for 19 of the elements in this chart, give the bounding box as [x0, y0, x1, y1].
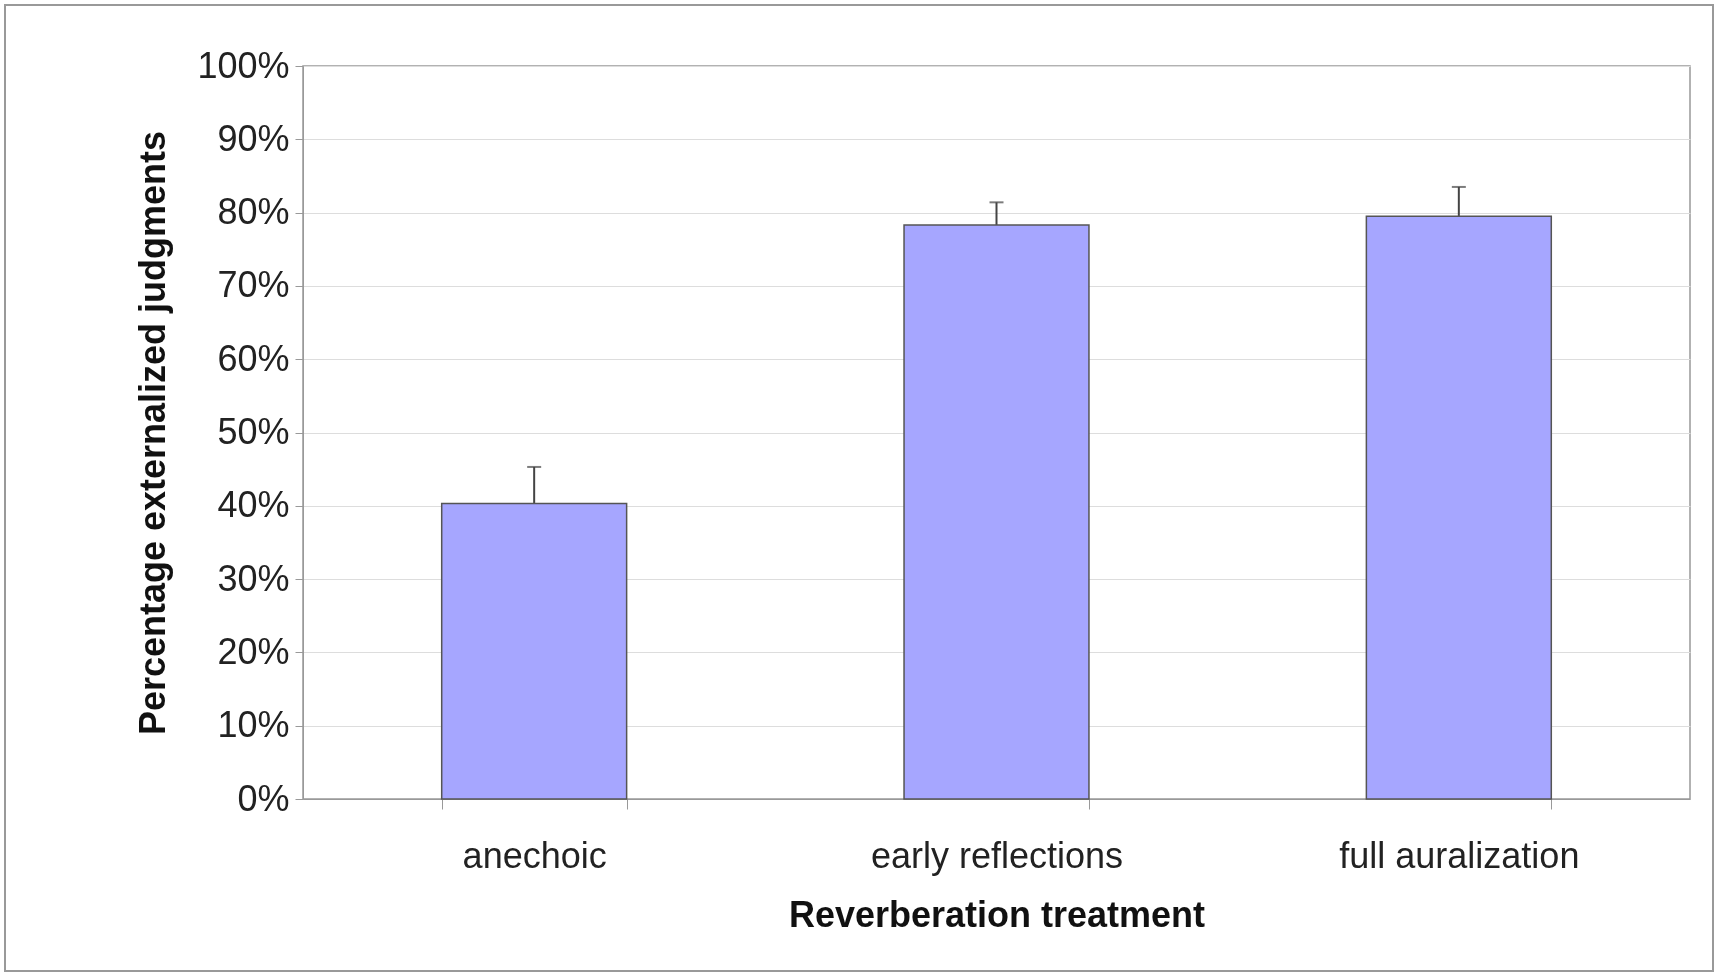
y-tick-label: 40% [217, 484, 290, 526]
bar [1365, 215, 1553, 800]
y-tick-label: 0% [237, 777, 290, 819]
y-tick-label: 10% [217, 704, 290, 746]
y-tick-label: 90% [217, 117, 290, 159]
x-axis-title: Reverberation treatment [788, 893, 1206, 935]
bar [440, 502, 628, 800]
y-tick-label: 50% [217, 411, 290, 452]
x-tick-label: full auralization [1339, 834, 1580, 876]
x-tick-label: anechoic [462, 834, 607, 876]
bar [903, 224, 1090, 800]
y-tick-label: 70% [217, 264, 290, 306]
y-tick-label: 20% [217, 630, 290, 672]
y-tick-label: 60% [217, 337, 290, 379]
y-axis-title: Percentage externalized judgments [132, 130, 174, 736]
y-tick-label: 30% [217, 557, 290, 599]
y-tick-label: 100% [197, 44, 290, 86]
x-tick-label: early reflections [870, 834, 1124, 876]
y-tick-label: 80% [217, 191, 290, 233]
